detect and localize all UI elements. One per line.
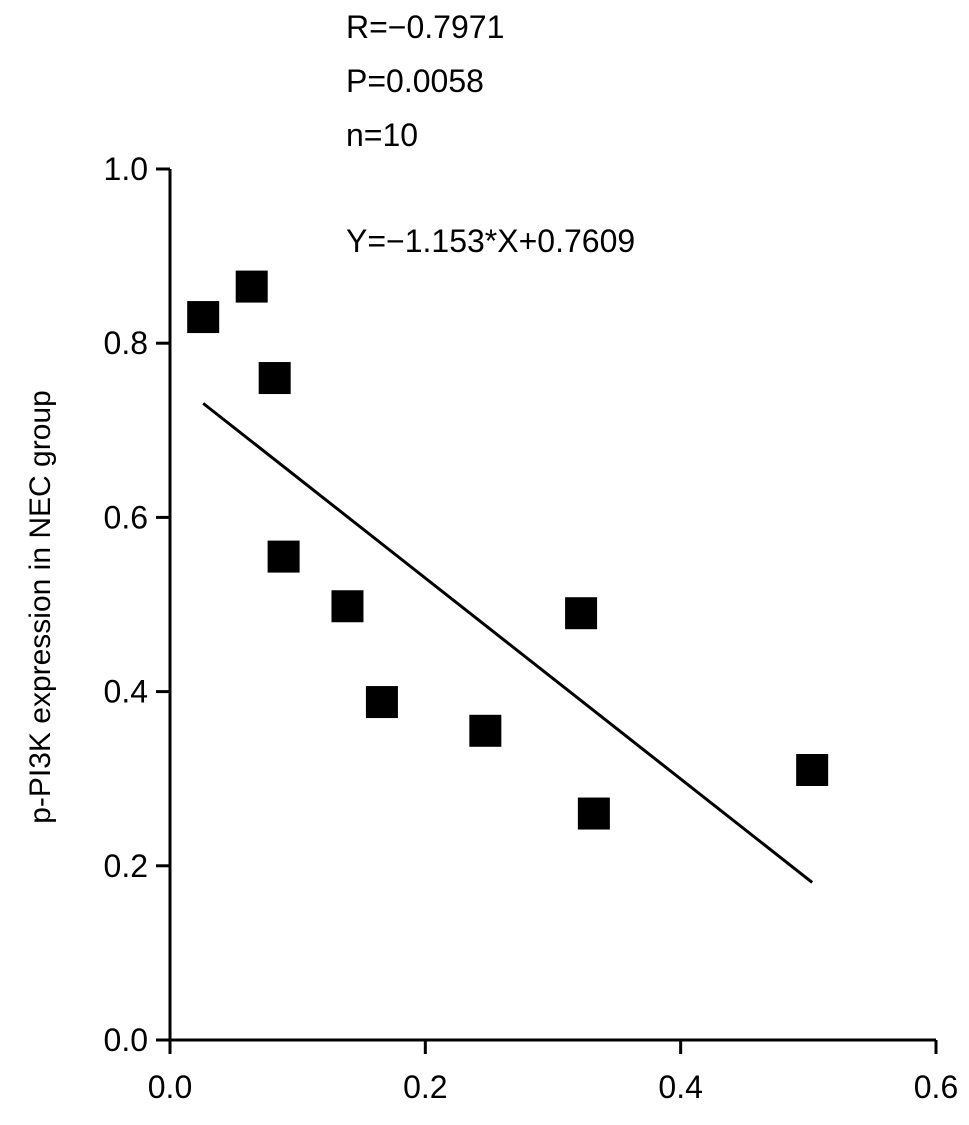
data-point bbox=[187, 301, 220, 334]
p-value-label: P=0.0058 bbox=[346, 63, 484, 99]
x-tick-label: 0.4 bbox=[658, 1069, 702, 1105]
data-point bbox=[267, 540, 300, 573]
regression-line bbox=[202, 402, 814, 884]
data-point bbox=[365, 686, 398, 719]
axes bbox=[168, 169, 936, 1042]
y-tick-label: 0.0 bbox=[104, 1022, 148, 1058]
n-label: n=10 bbox=[346, 117, 418, 153]
y-tick-label: 0.6 bbox=[104, 499, 148, 535]
data-point bbox=[331, 590, 364, 623]
r-value-label: R=−0.7971 bbox=[346, 9, 504, 45]
y-tick-label: 0.2 bbox=[104, 848, 148, 884]
x-tick-label: 0.6 bbox=[914, 1069, 958, 1105]
y-tick-label: 0.8 bbox=[104, 325, 148, 361]
data-point bbox=[235, 270, 268, 303]
data-point bbox=[796, 753, 829, 786]
data-point bbox=[258, 362, 291, 395]
data-point bbox=[469, 714, 502, 747]
x-tick-label: 0.2 bbox=[403, 1069, 447, 1105]
x-tick-label: 0.0 bbox=[148, 1069, 192, 1105]
data-point bbox=[577, 797, 610, 830]
y-ticks: 0.0 0.2 0.4 0.6 0.8 1.0 bbox=[104, 151, 170, 1058]
regression-equation-label: Y=−1.153*X+0.7609 bbox=[346, 223, 635, 259]
y-tick-label: 1.0 bbox=[104, 151, 148, 187]
y-tick-label: 0.4 bbox=[104, 674, 148, 710]
x-ticks: 0.0 0.2 0.4 0.6 bbox=[148, 1040, 958, 1105]
regression-line-group bbox=[202, 402, 814, 884]
data-point bbox=[565, 597, 598, 630]
y-axis-title: p-PI3K expression in NEC group bbox=[24, 390, 57, 824]
data-points bbox=[187, 270, 829, 830]
